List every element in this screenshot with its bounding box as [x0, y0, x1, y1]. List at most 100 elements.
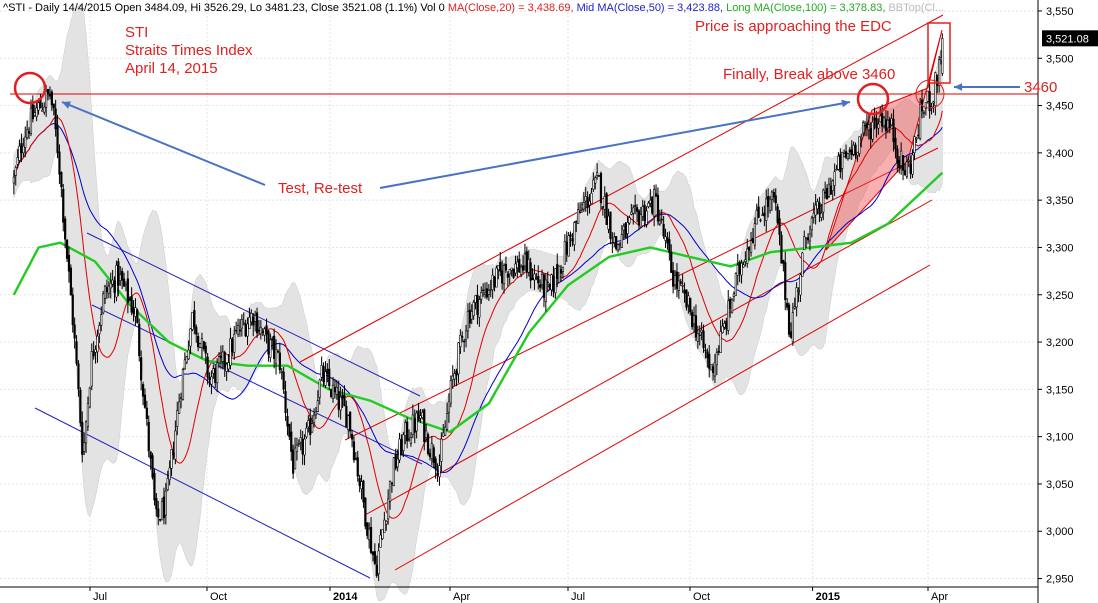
- candle-body: [204, 345, 207, 354]
- candle-body: [565, 241, 568, 255]
- candle-body: [656, 194, 660, 222]
- x-tick-label: Apr: [453, 591, 470, 603]
- candle-body: [753, 223, 756, 246]
- candle-body: [768, 198, 772, 211]
- candle-body: [556, 263, 559, 279]
- candle-body: [94, 349, 97, 353]
- candle-body: [48, 93, 52, 97]
- candle-body: [198, 343, 202, 348]
- candle-body: [495, 267, 498, 288]
- candle-body: [938, 59, 941, 87]
- candle-body: [269, 339, 272, 358]
- level-3460-label: 3460: [1024, 79, 1058, 96]
- candle-body: [455, 370, 458, 376]
- candle-body: [757, 206, 760, 218]
- candle-body: [856, 152, 859, 156]
- candle-body: [200, 338, 204, 348]
- candle-body: [736, 264, 739, 276]
- candle-body: [43, 106, 46, 113]
- candle-body: [214, 367, 217, 383]
- candle-body: [453, 373, 456, 380]
- candle-body: [504, 263, 508, 271]
- candle-body: [428, 452, 432, 457]
- candle-body: [814, 204, 817, 216]
- candle-body: [406, 421, 409, 442]
- candle-body: [345, 405, 348, 428]
- candle-body: [364, 497, 367, 527]
- candle-body: [527, 258, 530, 273]
- candle-body: [464, 330, 468, 341]
- candle-body: [280, 370, 283, 373]
- candle-body: [219, 355, 223, 359]
- candle-body: [259, 326, 262, 335]
- candle-body: [360, 481, 363, 490]
- candle-body: [174, 430, 177, 460]
- candle-body: [271, 338, 274, 341]
- candle-body: [240, 319, 243, 329]
- candle-body: [358, 477, 361, 486]
- candle-body: [103, 285, 107, 299]
- candle-body: [567, 235, 570, 257]
- candle-body: [65, 239, 69, 259]
- candle-body: [176, 410, 179, 427]
- candle-body: [423, 409, 426, 443]
- candle-body: [18, 145, 21, 161]
- candle-body: [316, 400, 319, 412]
- candle-body: [22, 145, 25, 154]
- candle-body: [911, 154, 914, 175]
- candle-body: [892, 119, 895, 143]
- candle-body: [869, 128, 872, 140]
- y-tick-label: 3,450: [1046, 101, 1074, 113]
- candle-body: [449, 380, 452, 404]
- candle-body: [398, 438, 401, 461]
- candle-body: [687, 295, 690, 306]
- candle-body: [860, 136, 863, 139]
- candle-body: [67, 255, 71, 272]
- candle-body: [159, 519, 162, 521]
- candle-body: [113, 280, 116, 293]
- candle-body: [850, 149, 853, 156]
- candle-body: [187, 349, 190, 360]
- up-channel-line: [364, 199, 933, 516]
- candle-body: [320, 365, 323, 378]
- candle-body: [254, 315, 257, 322]
- candle-body: [400, 439, 403, 455]
- candle-body: [858, 136, 861, 154]
- candle-body: [75, 341, 78, 364]
- candle-body: [185, 356, 188, 363]
- candle-body: [501, 270, 504, 284]
- candle-body: [252, 316, 255, 326]
- candle-body: [668, 239, 671, 253]
- candle-body: [694, 315, 698, 338]
- y-tick-label: 3,000: [1046, 526, 1074, 538]
- candle-body: [822, 189, 825, 213]
- candle-body: [402, 434, 405, 452]
- y-tick-label: 3,150: [1046, 384, 1074, 396]
- candle-body: [468, 309, 471, 324]
- candle-body: [886, 120, 889, 129]
- candle-body: [672, 270, 675, 287]
- candle-body: [26, 129, 29, 138]
- candle-body: [407, 438, 411, 441]
- candle-body: [141, 384, 145, 397]
- candle-body: [894, 137, 897, 150]
- candle-body: [466, 311, 470, 332]
- candle-body: [609, 211, 612, 240]
- candle-body: [333, 386, 337, 392]
- candle-body: [797, 290, 800, 292]
- candle-body: [297, 443, 300, 445]
- candle-body: [331, 384, 335, 399]
- candle-body: [326, 369, 329, 374]
- candle-body: [102, 293, 105, 314]
- arrow-to-2013-high-head: [62, 101, 71, 109]
- candle-body: [362, 480, 365, 503]
- candle-body: [246, 323, 249, 337]
- candle-body: [873, 117, 876, 121]
- candle-body: [751, 237, 755, 244]
- candle-body: [599, 172, 603, 204]
- candle-body: [624, 223, 627, 238]
- candle-body: [404, 422, 407, 436]
- candlestick-layer: [12, 33, 944, 582]
- candle-body: [426, 434, 430, 454]
- candle-body: [217, 356, 221, 364]
